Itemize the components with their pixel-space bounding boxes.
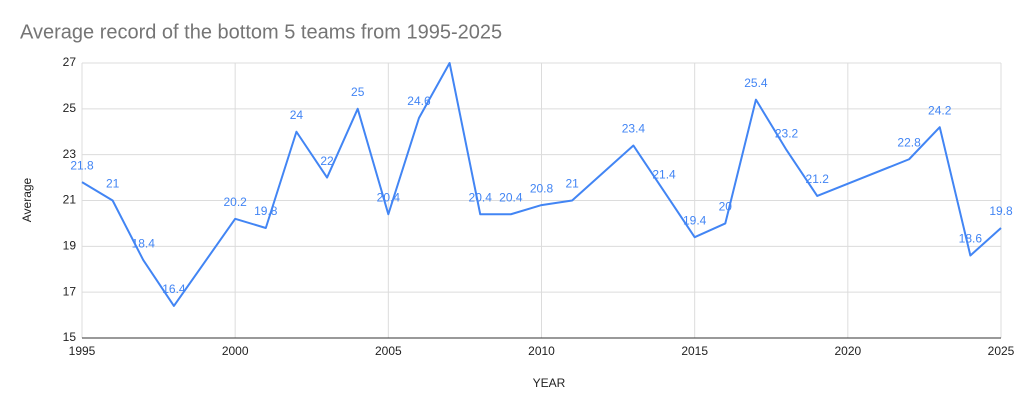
data-label: 21.4 bbox=[652, 168, 676, 182]
data-label: 23.4 bbox=[622, 122, 646, 136]
data-label: 23.2 bbox=[775, 126, 799, 140]
y-axis-label: Average bbox=[20, 177, 34, 222]
data-label: 20.2 bbox=[223, 195, 247, 209]
data-label: 21.2 bbox=[806, 172, 830, 186]
y-tick-label: 19 bbox=[63, 239, 77, 253]
data-label: 21.8 bbox=[70, 158, 94, 172]
x-tick-label: 2020 bbox=[834, 344, 861, 358]
data-label: 20.4 bbox=[499, 190, 523, 204]
data-label: 20.4 bbox=[377, 190, 401, 204]
x-tick-label: 2000 bbox=[222, 344, 249, 358]
data-label: 21 bbox=[565, 177, 579, 191]
data-label: 19.8 bbox=[254, 204, 278, 218]
data-label: 24.6 bbox=[407, 94, 431, 108]
x-tick-label: 2015 bbox=[681, 344, 708, 358]
data-label: 18.4 bbox=[132, 236, 156, 250]
data-label: 24 bbox=[290, 108, 304, 122]
x-tick-label: 2010 bbox=[528, 344, 555, 358]
data-label: 21 bbox=[106, 177, 120, 191]
data-label: 20.8 bbox=[530, 181, 554, 195]
data-label: 25 bbox=[351, 85, 365, 99]
data-label: 22.8 bbox=[897, 135, 921, 149]
data-label: 19.8 bbox=[989, 204, 1013, 218]
x-tick-label: 1995 bbox=[69, 344, 96, 358]
y-tick-label: 27 bbox=[63, 55, 77, 69]
y-tick-label: 21 bbox=[63, 193, 77, 207]
data-label: 16.4 bbox=[162, 282, 186, 296]
y-tick-label: 17 bbox=[63, 284, 77, 298]
x-tick-label: 2025 bbox=[988, 344, 1015, 358]
data-label: 25.4 bbox=[744, 76, 768, 90]
data-line bbox=[81, 62, 1002, 307]
data-label: 19.4 bbox=[683, 213, 707, 227]
x-tick-label: 2005 bbox=[375, 344, 402, 358]
y-tick-label: 15 bbox=[63, 330, 77, 344]
y-tick-label: 25 bbox=[63, 101, 77, 115]
data-label: 24.2 bbox=[928, 103, 952, 117]
data-label: 20 bbox=[719, 200, 733, 214]
chart-title: Average record of the bottom 5 teams fro… bbox=[20, 21, 502, 43]
data-label: 20.4 bbox=[469, 190, 493, 204]
data-label: 18.6 bbox=[959, 232, 983, 246]
data-label: 22 bbox=[320, 154, 334, 168]
x-axis-label: YEAR bbox=[533, 376, 566, 390]
y-tick-label: 23 bbox=[63, 147, 77, 161]
